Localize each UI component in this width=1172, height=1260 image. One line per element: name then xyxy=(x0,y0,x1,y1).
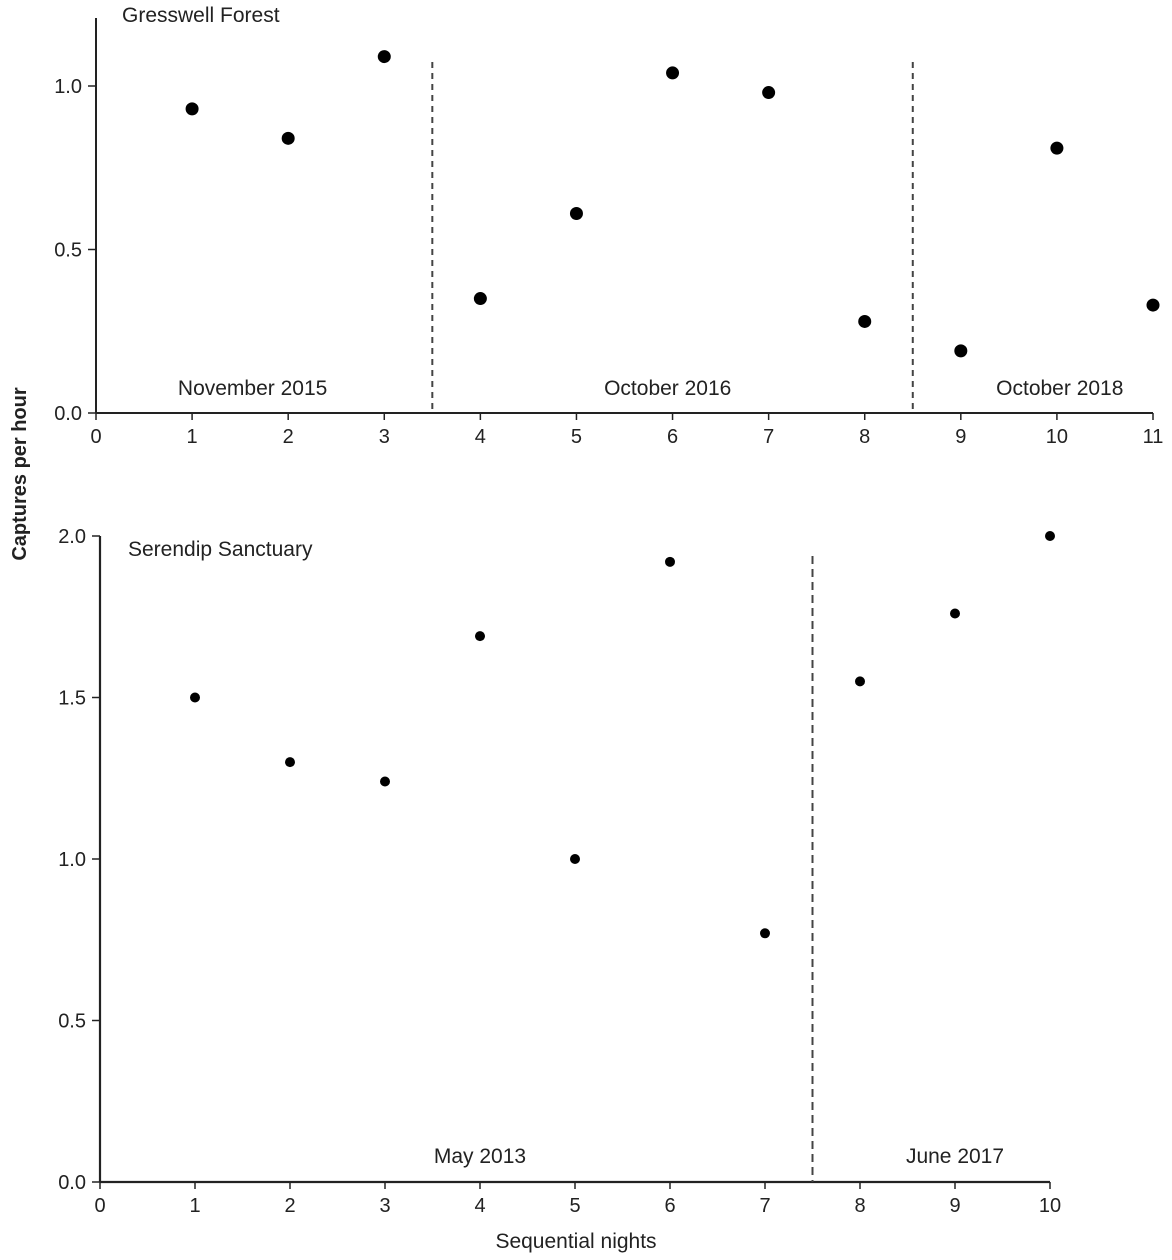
x-tick-label: 2 xyxy=(284,1195,295,1217)
x-axis-title: Sequential nights xyxy=(495,1230,656,1253)
data-point xyxy=(1045,531,1055,541)
data-point xyxy=(190,692,200,703)
data-point xyxy=(954,344,968,358)
y-tick-label: 0.5 xyxy=(58,1011,86,1033)
x-tick-label: 3 xyxy=(379,426,390,448)
panel-title: Serendip Sanctuary xyxy=(128,538,313,561)
period-label: June 2017 xyxy=(906,1145,1004,1168)
x-tick-label: 4 xyxy=(475,426,486,448)
x-tick-label: 4 xyxy=(474,1195,485,1217)
panel-serendip-sanctuary: 0.0 0.5 1.0 1.5 2.0 0 1 2 3 4 5 6 7 8 9 10 Serendip Sanc… xyxy=(58,526,1061,1217)
x-tick-label: 10 xyxy=(1046,426,1068,448)
panel-gresswell-forest: 0.0 0.5 1.0 0 1 2 3 4 5 6 7 8 9 10 11 Gresswell Forest N… xyxy=(54,4,1163,448)
x-tick-label: 1 xyxy=(187,426,198,448)
data-point xyxy=(473,292,487,306)
x-tick-label: 10 xyxy=(1039,1195,1061,1217)
x-tick-label: 6 xyxy=(667,426,678,448)
y-tick-label: 1.0 xyxy=(58,849,86,871)
data-point xyxy=(1146,298,1160,312)
x-tick-label: 0 xyxy=(90,426,101,448)
x-tick-label: 2 xyxy=(283,426,294,448)
data-point xyxy=(570,854,580,864)
period-label: May 2013 xyxy=(434,1145,526,1168)
x-tick-label: 8 xyxy=(859,426,870,448)
x-tick-label: 1 xyxy=(189,1195,200,1217)
data-point xyxy=(1050,141,1064,155)
y-tick-label: 0.5 xyxy=(54,240,82,262)
data-point xyxy=(855,676,865,687)
data-point xyxy=(950,608,960,619)
data-point xyxy=(665,556,675,567)
panel-title: Gresswell Forest xyxy=(122,4,280,27)
x-tick-label: 8 xyxy=(854,1195,865,1217)
x-tick-label: 7 xyxy=(759,1195,770,1217)
data-point xyxy=(762,86,776,100)
x-tick-label: 9 xyxy=(949,1195,960,1217)
y-tick-label: 0.0 xyxy=(54,403,82,425)
period-label: October 2016 xyxy=(604,377,731,400)
data-point xyxy=(377,50,391,64)
x-tick-label: 0 xyxy=(94,1195,105,1217)
data-point xyxy=(666,66,680,80)
x-tick-label: 9 xyxy=(955,426,966,448)
data-point xyxy=(185,102,199,116)
data-point xyxy=(858,314,872,328)
period-label: October 2018 xyxy=(996,377,1123,400)
y-tick-label: 1.5 xyxy=(58,688,86,710)
x-tick-label: 7 xyxy=(763,426,774,448)
x-tick-label: 11 xyxy=(1143,426,1164,448)
y-tick-label: 0.0 xyxy=(58,1172,86,1194)
y-tick-label: 2.0 xyxy=(58,526,86,548)
x-tick-label: 5 xyxy=(569,1195,580,1217)
data-point xyxy=(760,928,770,939)
x-tick-label: 6 xyxy=(664,1195,675,1217)
y-tick-label: 1.0 xyxy=(54,76,82,98)
x-tick-label: 5 xyxy=(571,426,582,448)
y-axis-title: Captures per hour xyxy=(9,387,31,561)
data-point xyxy=(285,757,295,768)
data-point xyxy=(281,131,295,145)
data-point xyxy=(475,631,485,642)
period-label: November 2015 xyxy=(178,377,327,400)
data-point xyxy=(380,776,390,787)
data-point xyxy=(569,207,583,221)
x-tick-label: 3 xyxy=(379,1195,390,1217)
